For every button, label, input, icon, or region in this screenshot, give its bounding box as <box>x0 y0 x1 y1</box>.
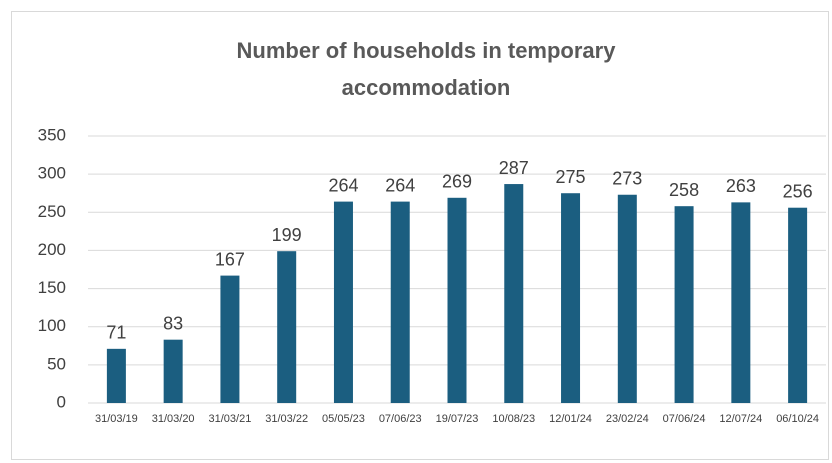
bar <box>561 193 581 403</box>
x-tick-label: 19/07/23 <box>436 413 479 425</box>
bar <box>220 275 240 403</box>
y-tick-label: 50 <box>47 354 66 373</box>
y-tick-label: 150 <box>38 278 66 297</box>
data-label: 287 <box>499 158 529 178</box>
x-tick-label: 31/03/20 <box>152 413 195 425</box>
bar <box>674 206 694 403</box>
data-label: 275 <box>556 167 586 187</box>
data-label: 71 <box>106 323 126 343</box>
data-label: 273 <box>612 168 642 188</box>
y-tick-label: 350 <box>38 125 66 144</box>
bar <box>617 194 637 403</box>
x-tick-label: 06/10/24 <box>776 413 819 425</box>
data-label: 264 <box>385 175 415 195</box>
data-label: 199 <box>272 225 302 245</box>
x-tick-label: 07/06/24 <box>663 413 706 425</box>
x-tick-label: 23/02/24 <box>606 413 649 425</box>
x-tick-label: 31/03/22 <box>265 413 308 425</box>
y-tick-label: 100 <box>38 316 66 335</box>
y-tick-label: 250 <box>38 202 66 221</box>
bar <box>163 339 183 403</box>
data-label: 263 <box>726 176 756 196</box>
bar <box>106 348 126 403</box>
x-tick-label: 12/07/24 <box>719 413 762 425</box>
bar <box>333 201 353 403</box>
data-label: 269 <box>442 172 472 192</box>
x-tick-label: 31/03/21 <box>209 413 252 425</box>
y-tick-label: 0 <box>57 392 66 411</box>
data-label: 258 <box>669 180 699 200</box>
bar <box>788 207 808 403</box>
chart-frame <box>11 11 829 460</box>
x-tick-label: 07/06/23 <box>379 413 422 425</box>
bar <box>390 201 410 403</box>
chart-title: Number of households in temporary accomm… <box>236 38 616 100</box>
x-tick-label: 05/05/23 <box>322 413 365 425</box>
x-tick-label: 31/03/19 <box>95 413 138 425</box>
x-tick-label: 10/08/23 <box>492 413 535 425</box>
data-label: 256 <box>783 181 813 201</box>
data-label: 264 <box>328 175 358 195</box>
bar <box>447 197 467 403</box>
bar <box>731 202 751 403</box>
y-tick-label: 300 <box>38 164 66 183</box>
bar <box>504 184 524 403</box>
data-label: 83 <box>163 313 183 333</box>
data-label: 167 <box>215 249 245 269</box>
x-tick-label: 12/01/24 <box>549 413 592 425</box>
bar <box>277 251 297 403</box>
y-tick-label: 200 <box>38 240 66 259</box>
